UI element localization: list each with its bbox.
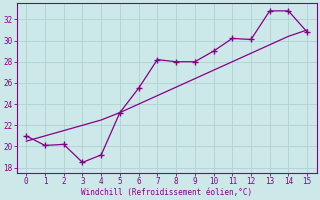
X-axis label: Windchill (Refroidissement éolien,°C): Windchill (Refroidissement éolien,°C) <box>81 188 252 197</box>
